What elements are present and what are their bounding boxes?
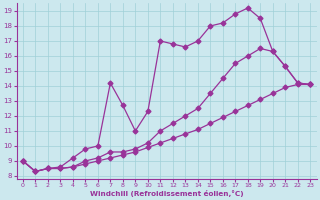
X-axis label: Windchill (Refroidissement éolien,°C): Windchill (Refroidissement éolien,°C) [90, 190, 244, 197]
